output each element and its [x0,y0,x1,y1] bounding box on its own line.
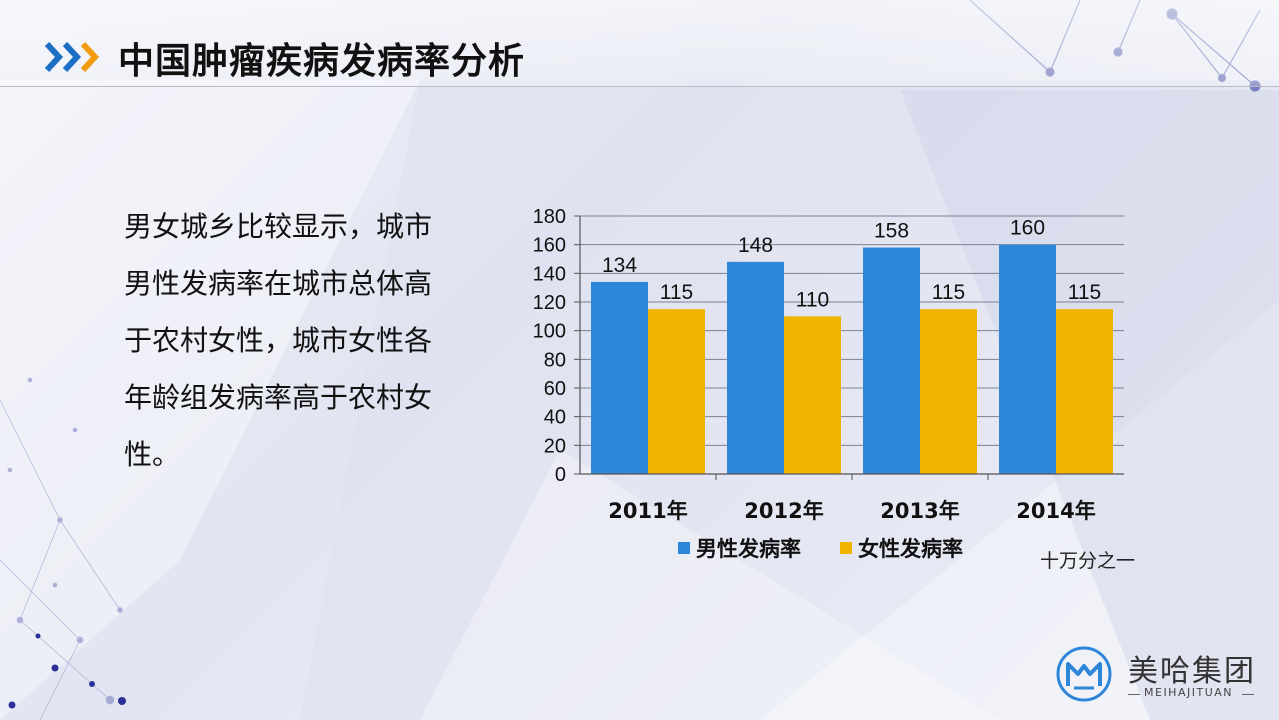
title-bar: 中国肿瘤疾病发病率分析 [0,0,1279,87]
data-label: 158 [874,220,909,243]
x-tick-label: 2012年 [744,499,823,523]
y-tick-label: 20 [544,435,566,457]
data-label: 115 [932,281,965,304]
legend-label: 女性发病率 [858,537,963,561]
brand-logo-icon [1056,646,1112,702]
data-label: 110 [796,288,829,311]
bar [784,316,841,474]
legend-swatch [840,542,852,554]
data-label: 160 [1010,217,1045,240]
bar-chart: 0 20 40 60 80 100 120 140 160 180 134 115 2011年 148 11… [533,206,1124,561]
bar [1056,309,1113,474]
page-title: 中国肿瘤疾病发病率分析 [118,41,526,82]
bar [999,244,1056,474]
y-tick-label: 160 [533,235,566,257]
x-tick-label: 2014年 [1016,499,1095,523]
legend-label: 男性发病率 [696,537,801,561]
bar [863,247,920,474]
data-label: 115 [660,281,693,304]
y-tick-label: 100 [533,321,566,343]
bar [727,261,784,474]
x-tick-label: 2013年 [880,499,959,523]
data-label: 148 [738,234,773,257]
y-tick-label: 180 [533,206,566,228]
bar [920,309,977,474]
bar [648,309,705,474]
legend-swatch [678,542,690,554]
brand-subtitle: MEIHAJITUAN [1128,686,1258,702]
summary-text: 男女城乡比较显示，城市男性发病率在城市总体高于农村女性，城市女性各年龄组发病率高… [124,210,433,471]
unit-note: 十万分之一 [1040,550,1136,572]
y-tick-label: 80 [544,349,566,371]
data-label: 115 [1068,281,1101,304]
brand-name-en: MEIHAJITUAN [1144,686,1233,699]
bar [591,281,648,474]
y-tick-label: 60 [544,378,566,400]
chevrons-icon [44,41,100,73]
x-tick-label: 2011年 [608,499,687,523]
y-tick-label: 0 [555,464,566,486]
y-tick-label: 120 [533,292,566,314]
data-label: 134 [602,254,637,277]
y-tick-label: 40 [544,407,566,429]
brand-name: 美哈集团 [1128,654,1256,689]
y-tick-label: 140 [533,263,566,285]
